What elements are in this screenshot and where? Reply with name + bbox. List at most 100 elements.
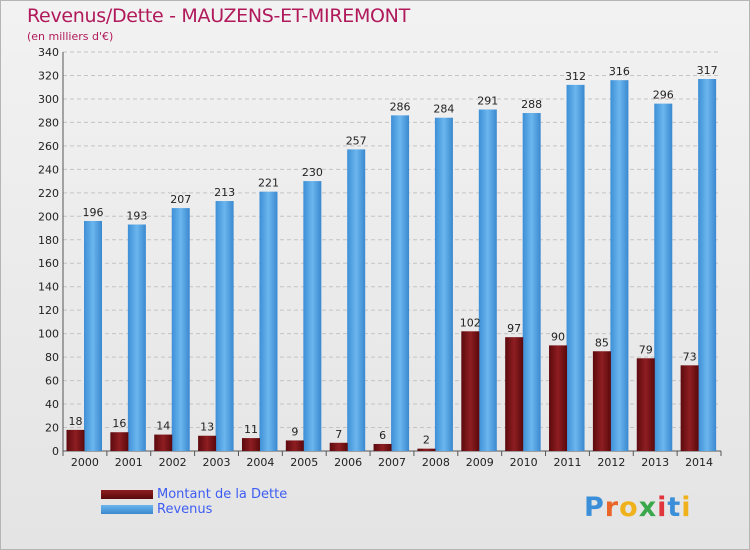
y-tick-label: 120	[38, 304, 59, 317]
bar-dette	[241, 438, 260, 451]
data-label-revenus: 286	[390, 100, 411, 113]
data-label-dette: 13	[200, 421, 214, 434]
bar-dette	[373, 443, 392, 451]
bar-dette	[66, 429, 85, 451]
y-tick-label: 200	[38, 210, 59, 223]
legend-swatch-debt	[101, 490, 153, 499]
bar-dette	[285, 440, 304, 451]
data-label-dette: 16	[112, 417, 126, 430]
bar-dette	[680, 365, 699, 451]
bar-dette	[198, 435, 217, 451]
data-label-dette: 102	[460, 316, 481, 329]
legend-item-debt: Montant de la Dette	[101, 487, 287, 502]
bar-revenus	[654, 103, 673, 452]
chart-title: Revenus/Dette - MAUZENS-ET-MIREMONT	[27, 5, 410, 27]
data-label-revenus: 316	[609, 65, 630, 78]
y-tick-label: 320	[38, 69, 59, 82]
x-tick-label: 2005	[290, 456, 318, 469]
x-tick-label: 2001	[115, 456, 143, 469]
legend-label-debt: Montant de la Dette	[157, 487, 288, 502]
data-label-revenus: 207	[170, 193, 191, 206]
data-label-revenus: 317	[697, 64, 718, 77]
legend-swatch-revenus	[101, 505, 153, 514]
bar-revenus	[522, 113, 541, 451]
y-tick-label: 20	[45, 422, 59, 435]
data-label-dette: 2	[423, 434, 430, 447]
y-tick-label: 140	[38, 281, 59, 294]
bar-revenus	[391, 115, 410, 451]
x-tick-label: 2011	[553, 456, 581, 469]
bar-dette	[329, 442, 348, 451]
x-tick-label: 2013	[641, 456, 669, 469]
y-tick-label: 100	[38, 328, 59, 341]
data-label-dette: 79	[639, 343, 653, 356]
y-tick-label: 260	[38, 140, 59, 153]
data-label-dette: 73	[683, 350, 697, 363]
bar-revenus	[303, 181, 322, 451]
data-label-dette: 9	[291, 425, 298, 438]
data-label-revenus: 193	[126, 210, 147, 223]
bar-revenus	[259, 191, 278, 451]
bar-dette	[461, 331, 480, 451]
x-tick-label: 2002	[159, 456, 187, 469]
chart-subtitle: (en milliers d'€)	[27, 30, 114, 43]
y-tick-label: 300	[38, 93, 59, 106]
y-tick-label: 220	[38, 187, 59, 200]
y-tick-label: 60	[45, 375, 59, 388]
data-label-revenus: 284	[433, 103, 454, 116]
y-tick-label: 40	[45, 398, 59, 411]
data-label-dette: 6	[379, 429, 386, 442]
svg-text:Proxiti: Proxiti	[584, 492, 692, 523]
data-label-revenus: 312	[565, 70, 586, 83]
data-label-dette: 85	[595, 336, 609, 349]
legend-label-revenus: Revenus	[157, 502, 213, 517]
bar-dette	[417, 448, 436, 451]
bars	[66, 78, 717, 452]
bar-dette	[110, 432, 129, 451]
data-label-dette: 18	[69, 415, 83, 428]
data-label-dette: 97	[507, 322, 521, 335]
x-tick-label: 2008	[422, 456, 450, 469]
data-label-revenus: 296	[653, 89, 674, 102]
y-tick-label: 240	[38, 163, 59, 176]
bar-revenus	[698, 78, 717, 451]
bar-dette	[154, 434, 173, 451]
x-tick-label: 2009	[466, 456, 494, 469]
x-tick-label: 2014	[685, 456, 713, 469]
y-tick-label: 80	[45, 351, 59, 364]
bar-dette	[636, 358, 655, 451]
bar-revenus	[347, 149, 366, 451]
data-label-revenus: 288	[521, 98, 542, 111]
bar-dette	[592, 351, 611, 451]
bar-revenus	[84, 220, 102, 451]
y-tick-label: 160	[38, 257, 59, 270]
data-label-revenus: 196	[83, 206, 104, 219]
y-tick-label: 180	[38, 234, 59, 247]
bar-revenus	[215, 201, 234, 451]
data-label-revenus: 291	[477, 95, 498, 108]
x-tick-label: 2012	[597, 456, 625, 469]
legend-item-revenus: Revenus	[101, 502, 287, 517]
data-label-dette: 14	[156, 420, 170, 433]
x-tick-label: 2006	[334, 456, 362, 469]
bar-revenus	[478, 109, 497, 452]
y-tick-label: 0	[52, 445, 59, 458]
data-label-dette: 11	[244, 423, 258, 436]
data-label-dette: 7	[335, 428, 342, 441]
bar-revenus	[434, 117, 453, 451]
bar-revenus	[171, 208, 190, 451]
x-tick-label: 2003	[203, 456, 231, 469]
legend: Montant de la Dette Revenus	[101, 487, 287, 517]
x-tick-label: 2007	[378, 456, 406, 469]
y-tick-label: 280	[38, 116, 59, 129]
bar-revenus	[566, 84, 585, 451]
x-tick-label: 2000	[71, 456, 99, 469]
data-label-dette: 90	[551, 330, 565, 343]
data-labels: 196 18 193 16 207 14 213 13 221 11 230 9 257 7 286 6 284…	[69, 64, 718, 447]
bar-dette	[505, 337, 524, 451]
bar-revenus	[610, 80, 629, 451]
x-tick-label: 2010	[510, 456, 538, 469]
bar-dette	[549, 345, 568, 451]
data-label-revenus: 213	[214, 186, 235, 199]
